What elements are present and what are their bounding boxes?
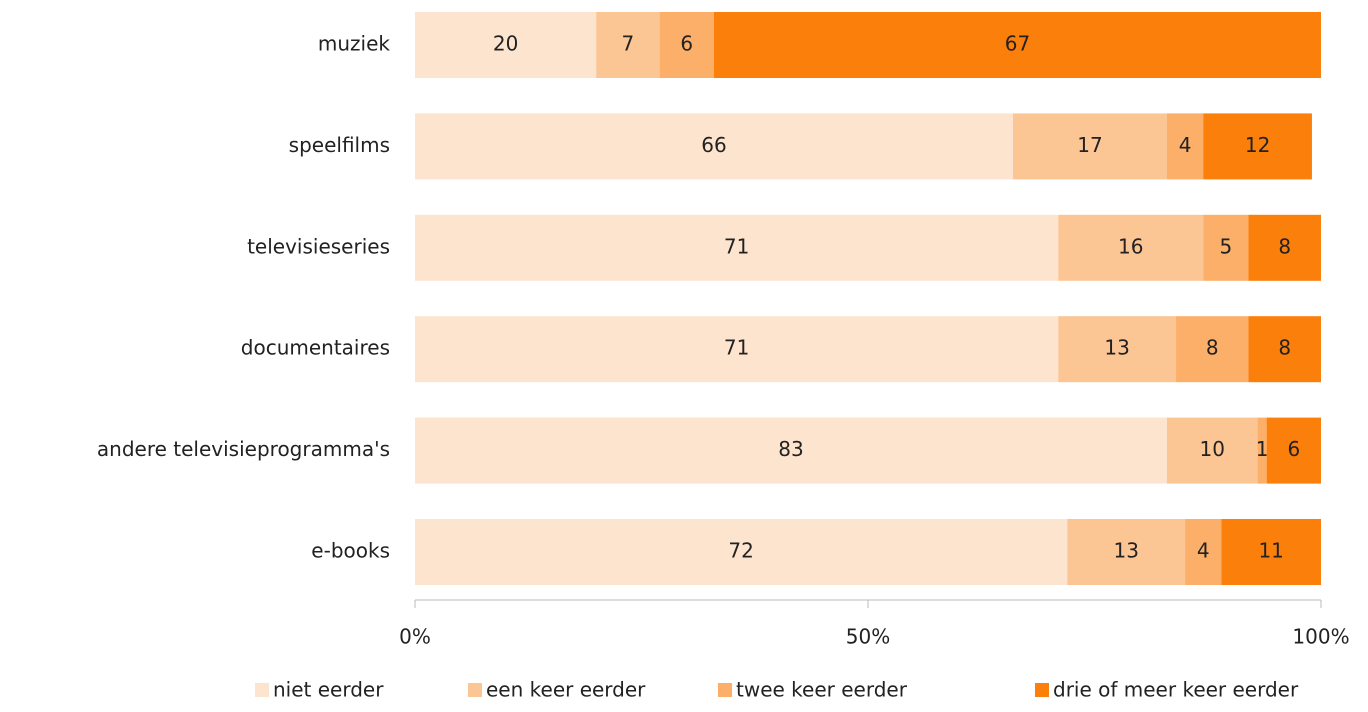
bar-segment bbox=[1248, 316, 1321, 383]
bar-segment bbox=[1166, 417, 1258, 484]
legend-label: niet eerder bbox=[273, 678, 384, 702]
bar-segment bbox=[415, 519, 1068, 585]
legend-swatch bbox=[1035, 683, 1049, 697]
bar-segment bbox=[1067, 519, 1186, 585]
data-label: 7 bbox=[622, 32, 635, 56]
data-label: 1 bbox=[1256, 437, 1269, 461]
data-label: 13 bbox=[1104, 336, 1129, 360]
data-label: 6 bbox=[1287, 437, 1300, 461]
category-label: e-books bbox=[311, 539, 390, 563]
bar-segment bbox=[713, 12, 1321, 78]
data-label: 5 bbox=[1220, 234, 1233, 258]
category-label: muziek bbox=[318, 32, 391, 56]
data-label: 20 bbox=[493, 32, 518, 56]
legend-swatch bbox=[468, 683, 482, 697]
bar-segment bbox=[1203, 113, 1312, 180]
category-label: andere televisieprogramma's bbox=[97, 437, 390, 461]
x-tick-label: 50% bbox=[846, 625, 890, 649]
data-label: 8 bbox=[1206, 336, 1219, 360]
data-label: 83 bbox=[778, 437, 803, 461]
data-label: 4 bbox=[1197, 539, 1210, 563]
x-tick-label: 100% bbox=[1292, 625, 1349, 649]
legend-swatch bbox=[255, 683, 269, 697]
data-label: 13 bbox=[1113, 539, 1138, 563]
data-label: 71 bbox=[724, 234, 749, 258]
category-label: documentaires bbox=[241, 336, 390, 360]
data-label: 72 bbox=[728, 539, 753, 563]
bar-segment bbox=[596, 12, 660, 78]
bar-segment bbox=[1248, 214, 1321, 281]
legend-label: twee keer eerder bbox=[736, 678, 908, 702]
bar-segment bbox=[415, 417, 1167, 484]
data-label: 71 bbox=[724, 336, 749, 360]
data-label: 4 bbox=[1179, 133, 1192, 157]
bar-segment bbox=[415, 113, 1013, 180]
data-label: 66 bbox=[701, 133, 726, 157]
bar-segment bbox=[1203, 214, 1249, 281]
x-tick-label: 0% bbox=[399, 625, 431, 649]
bar-segment bbox=[1221, 519, 1321, 585]
bar-segment bbox=[1185, 519, 1222, 585]
bar-segment bbox=[1176, 316, 1249, 383]
data-label: 16 bbox=[1118, 234, 1143, 258]
bar-segment bbox=[1257, 417, 1267, 484]
bar-segment bbox=[1012, 113, 1167, 180]
data-label: 6 bbox=[680, 32, 693, 56]
category-label: speelfilms bbox=[289, 133, 390, 157]
legend-label: een keer eerder bbox=[486, 678, 646, 702]
legend-swatch bbox=[718, 683, 732, 697]
data-label: 8 bbox=[1278, 336, 1291, 360]
bar-segment bbox=[1266, 417, 1321, 484]
legend-label: drie of meer keer eerder bbox=[1053, 678, 1299, 702]
data-label: 10 bbox=[1200, 437, 1225, 461]
data-label: 17 bbox=[1077, 133, 1102, 157]
bar-segment bbox=[1166, 113, 1204, 180]
bar-segment bbox=[415, 316, 1059, 383]
data-label: 12 bbox=[1245, 133, 1270, 157]
category-label: televisieseries bbox=[247, 234, 390, 258]
data-label: 8 bbox=[1278, 234, 1291, 258]
data-label: 67 bbox=[1005, 32, 1030, 56]
bar-segment bbox=[659, 12, 714, 78]
data-label: 11 bbox=[1258, 539, 1283, 563]
bar-segment bbox=[415, 12, 597, 78]
bar-segment bbox=[1058, 316, 1177, 383]
bar-segment bbox=[1058, 214, 1204, 281]
bar-segment bbox=[415, 214, 1059, 281]
